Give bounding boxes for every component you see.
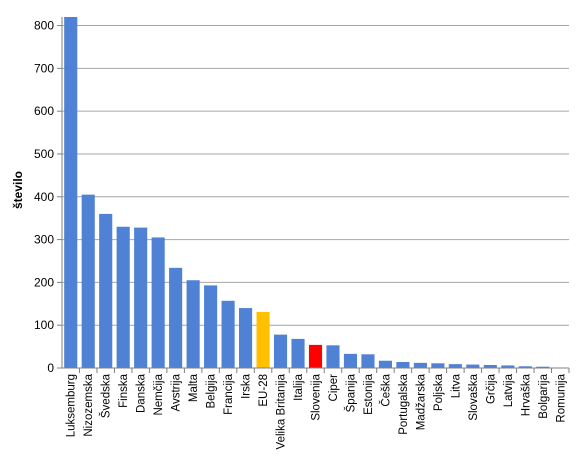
bars xyxy=(64,17,567,368)
x-category-label: Slovenija xyxy=(311,373,323,420)
x-category-label: Grčija xyxy=(485,373,497,404)
x-category-label: Latvija xyxy=(503,373,515,407)
gridlines xyxy=(57,25,569,369)
x-category-label: Irska xyxy=(241,373,253,399)
bar-belgija xyxy=(204,285,218,368)
axes xyxy=(61,17,570,373)
bar-latvija xyxy=(501,365,515,368)
x-category-label: Nizozemska xyxy=(83,373,95,436)
bar-malta xyxy=(186,280,200,368)
x-category-labels: Luksemburg Nizozemska Švedska Finska Danska N… xyxy=(66,373,568,449)
bar-portugalska xyxy=(396,362,410,368)
x-category-label: Avstrija xyxy=(171,373,183,411)
y-tick-label: 700 xyxy=(34,61,54,75)
x-category-label: Hrvaška xyxy=(520,373,532,416)
bar-avstrija xyxy=(169,267,183,368)
x-category-label: Španija xyxy=(344,373,357,412)
x-category-label: Francija xyxy=(223,373,235,415)
bar-švedska xyxy=(99,213,113,368)
x-category-label: Portugalska xyxy=(398,373,410,434)
x-category-label: Estonija xyxy=(363,373,375,415)
x-category-label: Poljska xyxy=(433,373,445,411)
x-category-label: Malta xyxy=(188,373,200,402)
bar-finska xyxy=(116,226,130,368)
x-category-label: Švedska xyxy=(100,373,113,418)
bar-madžarska xyxy=(413,362,427,368)
bar-nizozemska xyxy=(81,194,95,368)
bar-španija xyxy=(343,353,358,368)
x-category-label: Nemčija xyxy=(153,373,165,415)
y-tick-label: 800 xyxy=(34,19,54,33)
bar-eu-28 xyxy=(256,311,270,368)
bar-luksemburg xyxy=(64,17,78,368)
x-category-label: Belgija xyxy=(206,373,218,408)
bar-ciper xyxy=(326,345,340,368)
y-tick-label: 600 xyxy=(34,104,54,118)
bar-slovaška xyxy=(466,364,480,368)
bar-nemčija xyxy=(151,237,165,368)
bar-bolgarija xyxy=(536,366,550,368)
x-category-label: Romunija xyxy=(555,373,567,422)
bar-slovenija xyxy=(308,344,323,368)
y-axis-title: število xyxy=(11,171,25,209)
y-tick-label: 200 xyxy=(34,275,54,289)
x-category-label: Danska xyxy=(136,373,148,413)
y-tick-label: 400 xyxy=(34,190,54,204)
bar-francija xyxy=(221,300,235,368)
x-category-label: Češka xyxy=(379,373,392,406)
y-tick-labels: 0 100 200 300 400 500 600 700 800 xyxy=(34,19,54,375)
x-category-label: Litva xyxy=(450,373,462,398)
bar-irska xyxy=(239,308,253,368)
x-category-label: EU-28 xyxy=(258,374,270,407)
x-category-label: Ciper xyxy=(328,374,340,402)
x-category-label: Bolgarija xyxy=(538,373,550,418)
x-category-label: Madžarska xyxy=(415,373,427,430)
y-tick-label: 500 xyxy=(34,147,54,161)
bar-češka xyxy=(378,360,392,368)
bar-estonija xyxy=(361,354,375,368)
bar-hrvaška xyxy=(518,366,532,368)
bar-grčija xyxy=(483,365,497,368)
x-category-label: Italija xyxy=(293,373,305,400)
y-tick-label: 100 xyxy=(34,318,54,332)
y-tick-label: 0 xyxy=(47,361,54,375)
bar-italija xyxy=(291,338,305,368)
x-category-label: Velika Britanija xyxy=(276,373,288,449)
bar-poljska xyxy=(431,363,445,368)
bar-litva xyxy=(448,364,462,368)
x-category-label: Slovaška xyxy=(468,373,480,420)
x-category-label: Luksemburg xyxy=(66,374,78,437)
bar-danska xyxy=(134,227,148,368)
bar-velika-britanija xyxy=(273,334,288,368)
x-category-label: Finska xyxy=(118,373,130,407)
y-tick-label: 300 xyxy=(34,233,54,247)
